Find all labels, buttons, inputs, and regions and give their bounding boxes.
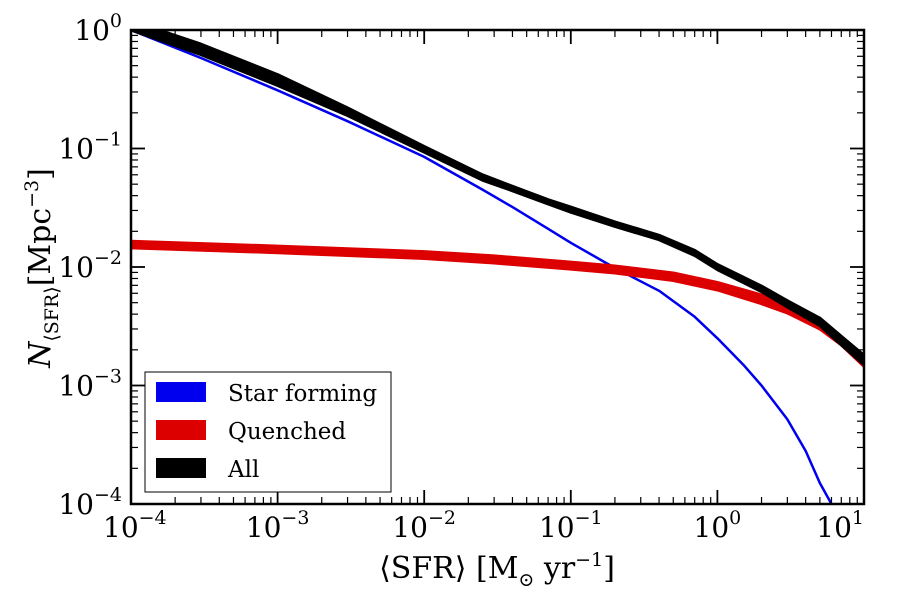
legend-swatch-star-forming: [156, 382, 206, 402]
x-tick-label: 10−1: [539, 507, 603, 544]
x-tick-label: 10−4: [103, 507, 167, 544]
x-tick-label: 101: [816, 507, 864, 544]
legend-label-all: All: [227, 457, 259, 483]
legend: Star forming Quenched All: [144, 371, 392, 493]
y-axis-label: N⟨SFR⟩[Mpc−3]: [21, 168, 63, 369]
x-axis-label: ⟨SFR⟩ [M⊙ yr−1]: [379, 549, 615, 591]
plot-frame: [129, 28, 866, 506]
y-tick-label: 10−1: [58, 129, 122, 166]
x-tick-labels: 10−4 10−3 10−2 10−1 100 101: [103, 507, 864, 544]
legend-swatch-all: [156, 458, 206, 478]
y-tick-label: 10−4: [58, 484, 122, 521]
y-tick-label: 100: [74, 10, 122, 47]
series-band-all: [131, 30, 864, 367]
y-tick-label: 10−2: [58, 247, 122, 284]
series-layer: [131, 30, 864, 504]
x-tick-label: 10−3: [246, 507, 310, 544]
y-tick-label: 10−3: [58, 366, 122, 403]
series-band-quenched: [131, 239, 864, 368]
x-tick-label: 10−2: [392, 507, 456, 544]
y-tick-labels: 10−4 10−3 10−2 10−1 100: [58, 10, 122, 521]
legend-swatch-quenched: [156, 420, 206, 440]
legend-label-quenched: Quenched: [228, 419, 346, 445]
legend-label-star-forming: Star forming: [228, 381, 377, 407]
x-tick-label: 100: [694, 507, 742, 544]
